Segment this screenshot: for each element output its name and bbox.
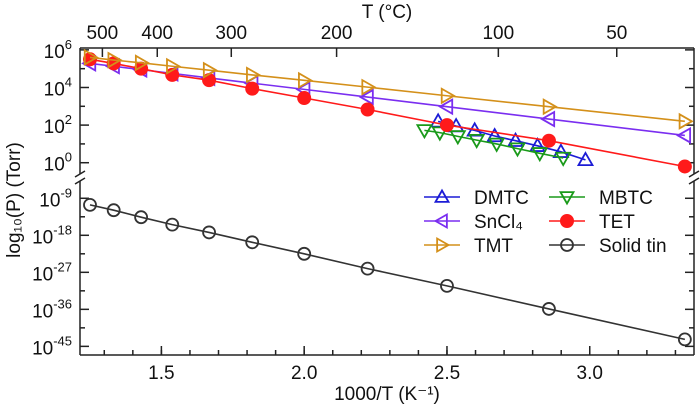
y-tick-label: 10-27	[32, 259, 72, 285]
y-tick-label: 10-18	[32, 222, 72, 248]
top-tick-label: 200	[321, 23, 353, 44]
series-tmt	[83, 48, 694, 130]
data-point	[246, 66, 262, 84]
series-line	[89, 56, 685, 123]
data-point	[165, 217, 180, 232]
series-mbtc	[415, 124, 572, 167]
series-line	[89, 204, 686, 341]
data-point	[298, 71, 313, 89]
top-tick-label: 500	[87, 23, 119, 44]
series-line	[89, 62, 685, 137]
data-point	[558, 191, 576, 206]
legend-label: TET	[599, 212, 635, 233]
top-tick-label: 100	[482, 23, 514, 44]
legend-item: MBTC	[549, 188, 653, 209]
legend-label: TMT	[474, 236, 513, 257]
legend-label: DMTC	[474, 188, 529, 209]
data-point	[677, 332, 692, 347]
data-point	[554, 151, 572, 167]
data-point	[134, 210, 149, 225]
y-tick-label: 100	[44, 150, 72, 176]
y-tick-label: 10-36	[32, 296, 72, 322]
data-point	[508, 142, 527, 158]
data-point	[440, 278, 454, 293]
data-point	[540, 110, 556, 128]
data-point	[245, 81, 260, 96]
data-point	[576, 151, 595, 167]
data-point	[107, 51, 123, 69]
legend-item: SnCl₄	[424, 212, 523, 233]
legend-item: TET	[549, 212, 635, 233]
data-point	[440, 87, 456, 105]
top-tick-label: 300	[215, 23, 247, 44]
series-solid-tin	[83, 197, 692, 347]
top-tick-label: 50	[606, 23, 627, 44]
data-point	[83, 48, 99, 66]
data-point	[297, 91, 312, 106]
data-point	[166, 57, 182, 75]
top-axis-title: T (°C)	[362, 2, 413, 23]
x-axis-title: 1000/T (K⁻¹)	[334, 384, 440, 405]
data-point	[360, 261, 375, 276]
data-point	[245, 235, 260, 250]
data-point	[676, 126, 692, 144]
legend-item: TMT	[424, 236, 513, 257]
data-point	[542, 302, 556, 316]
top-tick-label: 400	[141, 23, 173, 44]
data-point	[83, 197, 97, 212]
data-point	[433, 188, 451, 203]
data-point	[488, 137, 506, 153]
data-point	[439, 118, 454, 133]
data-point	[531, 147, 549, 163]
axis-break-mark	[688, 170, 700, 178]
x-tick-label: 2.0	[291, 363, 317, 384]
data-point	[560, 238, 574, 252]
axis-break-mark	[688, 177, 700, 185]
legend-label: SnCl₄	[474, 212, 523, 233]
data-point	[415, 124, 433, 140]
legend: DMTC SnCl₄ TMT MBTC TET Solid tin	[424, 188, 667, 257]
legend-label: MBTC	[599, 188, 653, 209]
data-point	[433, 212, 448, 230]
data-point	[436, 236, 451, 254]
y-tick-label: 104	[44, 74, 72, 100]
data-point	[438, 98, 454, 116]
data-point	[297, 246, 312, 261]
data-point	[542, 98, 558, 116]
data-point	[431, 126, 449, 142]
y-tick-label: 106	[44, 37, 72, 63]
legend-item: DMTC	[424, 188, 529, 209]
data-point	[528, 136, 547, 152]
y-tick-label: 10-45	[32, 333, 72, 359]
data-point	[560, 214, 574, 228]
data-point	[202, 61, 218, 79]
series-tet	[82, 52, 692, 174]
x-tick-label: 1.5	[148, 363, 174, 384]
data-point	[134, 54, 150, 72]
data-point	[361, 78, 377, 96]
data-point	[106, 203, 121, 218]
axis-break-mark	[74, 177, 86, 185]
data-point	[541, 133, 556, 148]
series-layer	[81, 48, 694, 347]
legend-item: Solid tin	[549, 236, 667, 257]
y-tick-label: 10-9	[39, 185, 72, 211]
legend-label: Solid tin	[599, 236, 667, 257]
x-tick-label: 2.5	[434, 363, 460, 384]
data-point	[506, 131, 525, 147]
data-point	[468, 133, 486, 149]
data-point	[358, 88, 374, 106]
x-tick-label: 3.0	[577, 363, 603, 384]
data-point	[486, 127, 504, 143]
y-tick-label: 102	[44, 112, 72, 138]
axis-break-mark	[74, 170, 86, 178]
data-point	[678, 112, 694, 130]
axis-ticks: 1.5 2.0 2.5 3.0 500 400 300 200 100 50 106 104 102 10…	[32, 23, 694, 384]
data-point	[202, 225, 216, 240]
y-axis-title: log₁₀(P) (Torr)	[4, 142, 25, 258]
data-point	[449, 130, 467, 146]
data-point	[677, 159, 692, 174]
data-point	[360, 102, 375, 117]
